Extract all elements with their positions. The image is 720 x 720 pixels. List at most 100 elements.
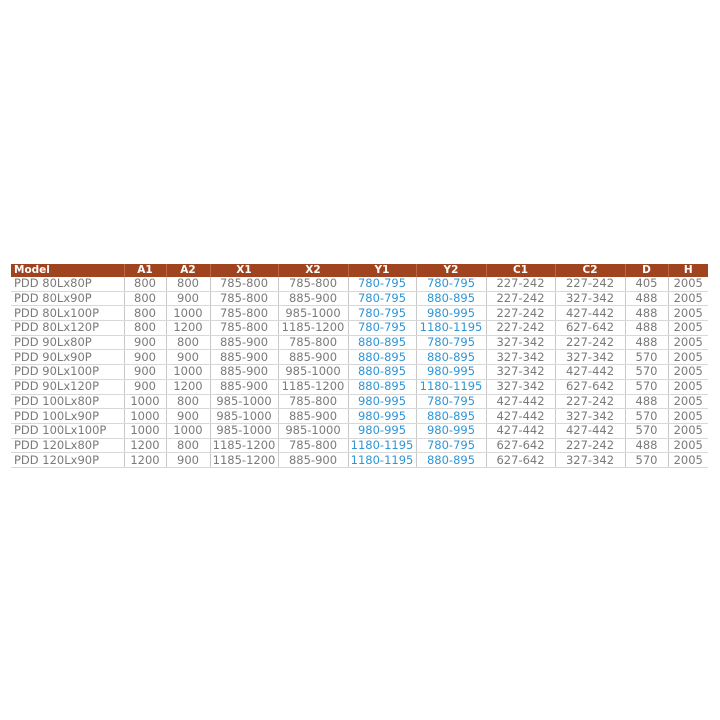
cell-c2: 427-442 [554,305,625,322]
cell-y2: 780-795 [415,438,486,454]
column-header-a1: A1 [123,264,166,277]
cell-y1: 980-995 [347,394,416,410]
cell-c1: 227-242 [485,305,555,322]
cell-c2: 327-342 [554,452,625,468]
dimensions-table: Model A1 A2 X1 X2 Y1 Y2 C1 C2 D H PDD 80Lx80P 800 80… [11,264,708,468]
cell-y1: 880-895 [347,335,416,351]
cell-h: 2005 [667,394,708,410]
cell-a1: 900 [123,379,166,395]
cell-x2: 1185-1200 [277,320,348,336]
cell-a2: 1200 [165,379,210,395]
cell-h: 2005 [667,408,708,424]
cell-x1: 985-1000 [209,408,278,424]
cell-x2: 785-800 [277,438,348,454]
cell-a2: 1000 [165,305,210,322]
cell-a1: 1200 [123,438,166,454]
cell-a1: 900 [123,349,166,366]
cell-c2: 327-342 [554,349,625,366]
cell-c1: 227-242 [485,277,555,292]
cell-y1: 1180-1195 [347,452,416,468]
cell-c1: 427-442 [485,408,555,424]
cell-h: 2005 [667,291,708,307]
cell-a2: 900 [165,291,210,307]
cell-x1: 785-800 [209,291,278,307]
cell-y1: 780-795 [347,291,416,307]
cell-model: PDD 120Lx80P [11,438,124,454]
cell-a1: 800 [123,320,166,336]
cell-d: 488 [624,320,668,336]
cell-y1: 980-995 [347,423,416,439]
cell-x1: 785-800 [209,277,278,292]
cell-a2: 1000 [165,364,210,380]
cell-x1: 785-800 [209,305,278,322]
cell-model: PDD 90Lx100P [11,364,124,380]
cell-y2: 880-895 [415,349,486,366]
cell-d: 488 [624,305,668,322]
cell-x1: 785-800 [209,320,278,336]
column-header-h: H [667,264,708,277]
table-row: PDD 80Lx90P 800 900 785-800 885-900 780-795 88… [11,291,708,307]
cell-c2: 327-342 [554,408,625,424]
cell-a1: 800 [123,305,166,322]
table-row: PDD 90Lx90P 900 900 885-900 885-900 880-895 88… [11,349,708,366]
cell-y2: 780-795 [415,335,486,351]
cell-c1: 427-442 [485,423,555,439]
cell-model: PDD 80Lx120P [11,320,124,336]
cell-y2: 780-795 [415,394,486,410]
cell-c1: 327-342 [485,349,555,366]
cell-model: PDD 80Lx80P [11,277,124,292]
cell-d: 488 [624,394,668,410]
cell-d: 488 [624,291,668,307]
table-row: PDD 90Lx80P 900 800 885-900 785-800 880-895 78… [11,335,708,351]
cell-x1: 885-900 [209,364,278,380]
column-header-model: Model [11,264,124,277]
table-row: PDD 120Lx80P 1200 800 1185-1200 785-800 1180-… [11,438,708,454]
cell-y1: 780-795 [347,305,416,322]
cell-x2: 885-900 [277,291,348,307]
cell-a1: 800 [123,291,166,307]
cell-a1: 1000 [123,408,166,424]
cell-a2: 1200 [165,320,210,336]
column-header-y2: Y2 [415,264,486,277]
table-header-row: Model A1 A2 X1 X2 Y1 Y2 C1 C2 D H [11,264,708,277]
cell-x1: 1185-1200 [209,438,278,454]
cell-d: 570 [624,379,668,395]
cell-x2: 1185-1200 [277,379,348,395]
cell-c1: 627-642 [485,438,555,454]
cell-a2: 800 [165,277,210,292]
cell-x1: 1185-1200 [209,452,278,468]
column-header-a2: A2 [165,264,210,277]
table-row: PDD 90Lx100P 900 1000 885-900 985-1000 880-89… [11,364,708,380]
cell-x2: 985-1000 [277,423,348,439]
cell-y2: 880-895 [415,291,486,307]
cell-x2: 985-1000 [277,364,348,380]
cell-h: 2005 [667,438,708,454]
cell-a2: 800 [165,335,210,351]
cell-x2: 785-800 [277,394,348,410]
cell-c1: 427-442 [485,394,555,410]
cell-d: 405 [624,277,668,292]
cell-y2: 980-995 [415,364,486,380]
cell-a1: 1200 [123,452,166,468]
cell-c1: 327-342 [485,335,555,351]
cell-h: 2005 [667,364,708,380]
cell-x2: 785-800 [277,277,348,292]
cell-c2: 627-642 [554,379,625,395]
cell-y2: 880-895 [415,452,486,468]
column-header-y1: Y1 [347,264,416,277]
cell-a2: 800 [165,438,210,454]
cell-a2: 800 [165,394,210,410]
cell-x1: 985-1000 [209,423,278,439]
cell-c2: 227-242 [554,277,625,292]
cell-model: PDD 90Lx80P [11,335,124,351]
cell-a2: 900 [165,408,210,424]
cell-x1: 885-900 [209,335,278,351]
cell-y1: 1180-1195 [347,438,416,454]
cell-model: PDD 90Lx90P [11,349,124,366]
cell-h: 2005 [667,305,708,322]
cell-a1: 900 [123,335,166,351]
cell-y2: 980-995 [415,305,486,322]
cell-x2: 885-900 [277,452,348,468]
column-header-x2: X2 [277,264,348,277]
table-row: PDD 100Lx100P 1000 1000 985-1000 985-1000 980… [11,423,708,439]
